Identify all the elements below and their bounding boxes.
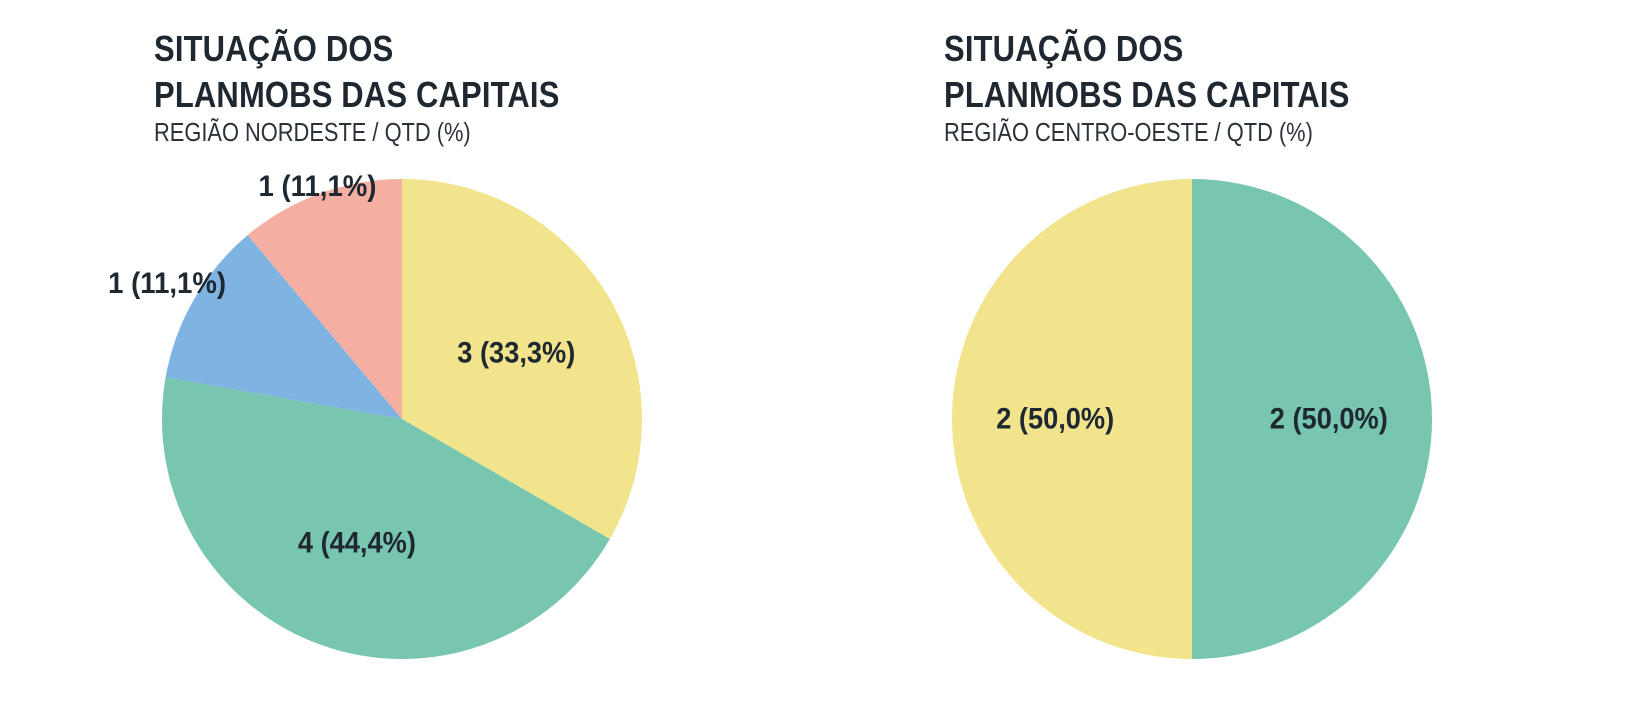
- pie-slice: [1192, 179, 1432, 659]
- chart-title: SITUAÇÃO DOS PLANMOBS DAS CAPITAIS: [944, 26, 1350, 118]
- chart-title-line2: PLANMOBS DAS CAPITAIS: [944, 74, 1350, 115]
- pie-chart-centro-oeste: SITUAÇÃO DOS PLANMOBS DAS CAPITAIS REGIÃ…: [790, 0, 1570, 703]
- pie-svg: 3 (33,3%) 4 (44,4%) 1 (11,1%) 1 (11,1%): [108, 170, 643, 660]
- pie-slice: [247, 179, 402, 419]
- slice-data-label: 4 (44,4%): [298, 527, 416, 560]
- pie-slice: [402, 179, 643, 539]
- chart-subtitle: REGIÃO CENTRO-OESTE / QTD (%): [944, 117, 1313, 147]
- slice-data-label: 2 (50,0%): [996, 403, 1114, 436]
- slice-data-label: 2 (50,0%): [1270, 403, 1388, 436]
- chart-title-line2: PLANMOBS DAS CAPITAIS: [154, 74, 560, 115]
- slice-data-label: 1 (11,1%): [108, 267, 226, 300]
- pie-slice: [165, 235, 402, 419]
- chart-title: SITUAÇÃO DOS PLANMOBS DAS CAPITAIS: [154, 26, 560, 118]
- pie-chart-nordeste: SITUAÇÃO DOS PLANMOBS DAS CAPITAIS REGIÃ…: [0, 0, 780, 703]
- slice-data-label: 1 (11,1%): [259, 170, 377, 203]
- chart-subtitle: REGIÃO NORDESTE / QTD (%): [154, 117, 471, 147]
- pie-slice: [162, 377, 610, 660]
- slice-data-label: 3 (33,3%): [457, 337, 575, 370]
- chart-title-line1: SITUAÇÃO DOS: [154, 28, 394, 69]
- pie-svg: 2 (50,0%) 2 (50,0%): [952, 179, 1432, 659]
- chart-title-line1: SITUAÇÃO DOS: [944, 28, 1184, 69]
- pie-slice: [952, 179, 1192, 659]
